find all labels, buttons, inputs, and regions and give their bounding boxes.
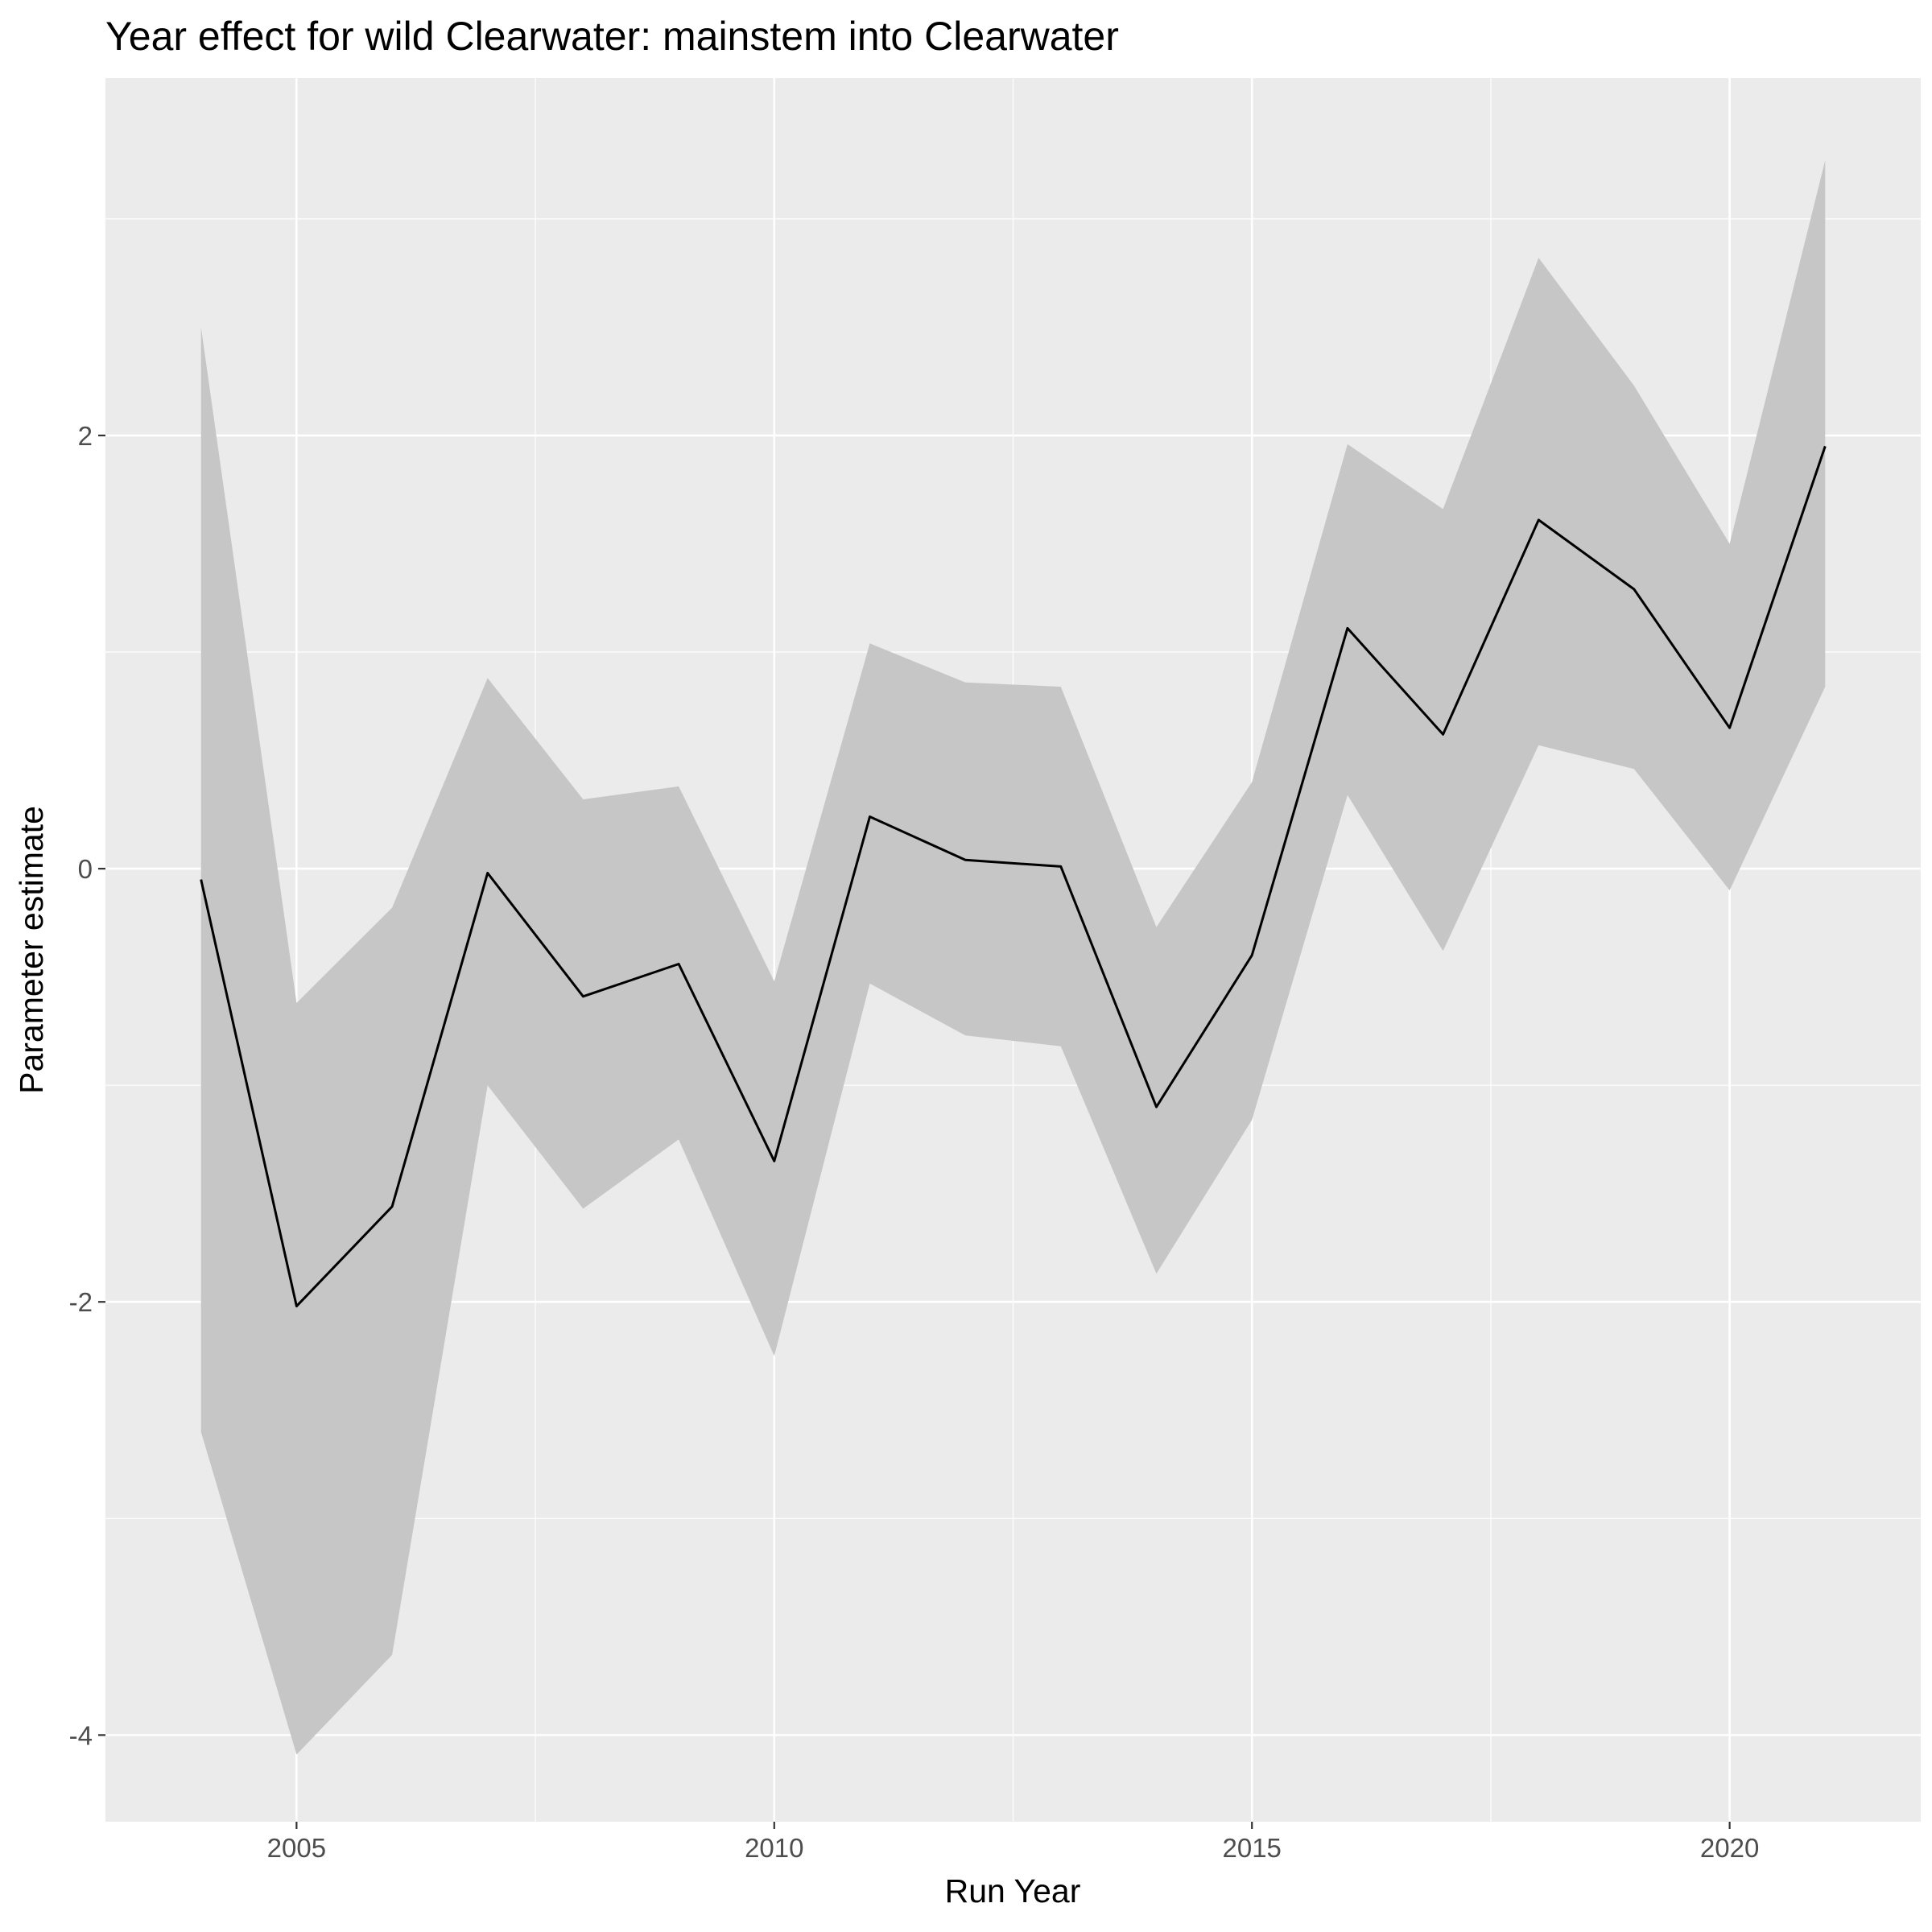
y-tick-label: -4 <box>69 1720 93 1750</box>
confidence-ribbon-layer <box>200 160 1826 1755</box>
y-axis-title: Parameter estimate <box>13 806 50 1094</box>
x-tick-label: 2010 <box>745 1833 803 1863</box>
x-axis-title: Run Year <box>945 1872 1081 1909</box>
y-tick-label: 0 <box>78 854 93 884</box>
x-tick-label: 2020 <box>1700 1833 1759 1863</box>
x-tick-label: 2015 <box>1222 1833 1281 1863</box>
x-tick-label: 2005 <box>267 1833 326 1863</box>
estimate-line <box>200 445 1827 1308</box>
confidence-ribbon <box>200 160 1826 1755</box>
y-tick-label: 2 <box>78 421 93 451</box>
y-tick-label: -2 <box>69 1287 93 1317</box>
estimate-line-layer <box>200 445 1827 1308</box>
y-axis: 2 0 -2 -4 <box>69 421 105 1750</box>
chart-title: Year effect for wild Clearwater: mainste… <box>105 14 1119 59</box>
x-axis: 2005 2010 2015 2020 <box>267 1822 1759 1863</box>
